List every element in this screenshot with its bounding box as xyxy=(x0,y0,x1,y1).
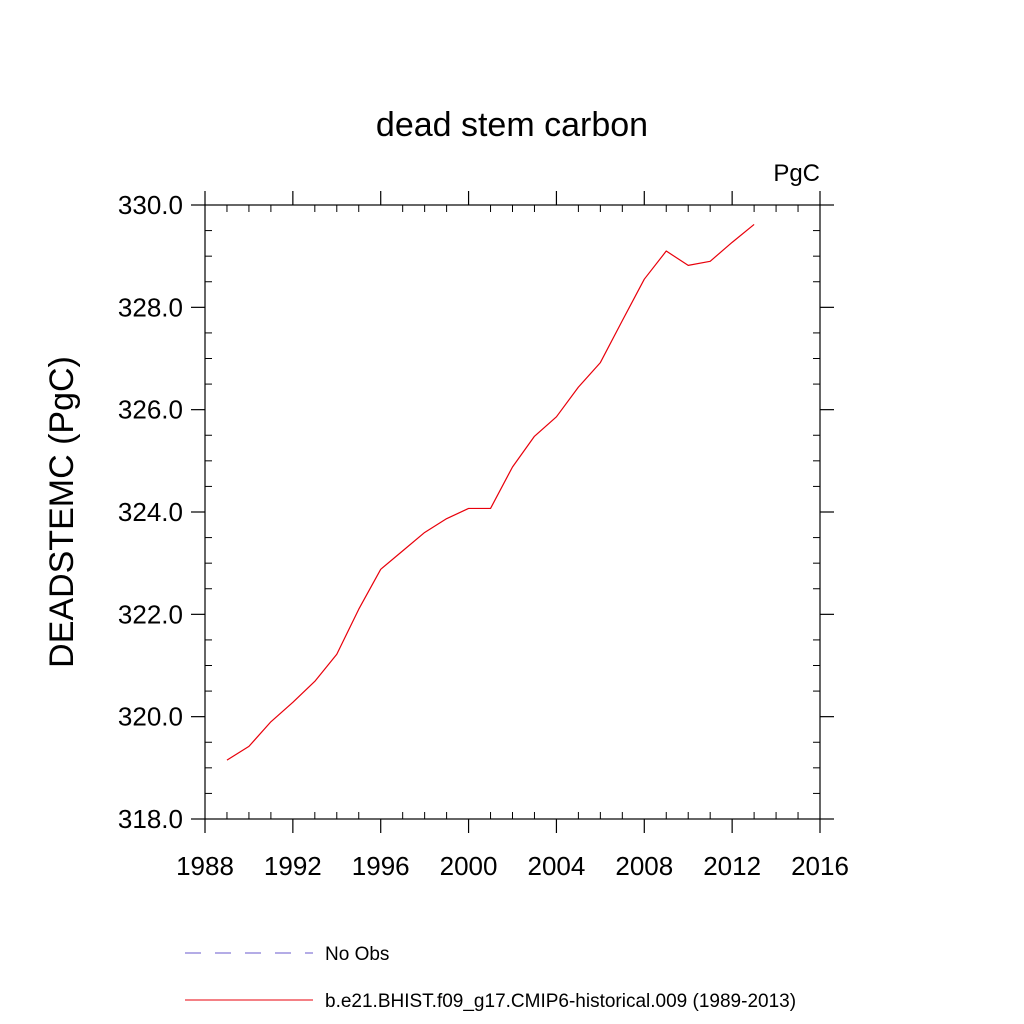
data-point xyxy=(291,701,294,704)
data-point xyxy=(423,531,426,534)
series-line xyxy=(226,223,755,761)
data-point xyxy=(643,278,646,281)
data-point xyxy=(247,745,250,748)
y-axis-label: DEADSTEMC (PgC) xyxy=(43,356,81,668)
data-point xyxy=(401,549,404,552)
data-point xyxy=(357,608,360,611)
legend-label: b.e21.BHIST.f09_g17.CMIP6-historical.009… xyxy=(325,991,796,1012)
x-tick-label: 2012 xyxy=(703,851,761,881)
legend-label: No Obs xyxy=(325,944,389,965)
y-tick-label: 328.0 xyxy=(118,292,183,322)
data-point xyxy=(511,465,514,468)
data-point xyxy=(577,386,580,389)
data-point xyxy=(379,568,382,571)
legend: No Obs b.e21.BHIST.f09_g17.CMIP6-historic… xyxy=(185,944,796,1012)
data-point xyxy=(335,653,338,656)
y-tick-label: 324.0 xyxy=(118,497,183,527)
x-tick-label: 1988 xyxy=(176,851,234,881)
data-point xyxy=(313,680,316,683)
y-tick-label: 326.0 xyxy=(118,395,183,425)
y-tick-label: 318.0 xyxy=(118,804,183,834)
data-point xyxy=(533,435,536,438)
data-point xyxy=(621,319,624,322)
chart-title: dead stem carbon xyxy=(376,106,648,144)
data-point xyxy=(731,241,734,244)
x-tick-label: 2016 xyxy=(791,851,849,881)
y-tick-label: 330.0 xyxy=(118,190,183,220)
x-tick-label: 1992 xyxy=(264,851,322,881)
y-tick-label: 320.0 xyxy=(118,702,183,732)
data-point xyxy=(665,250,668,253)
major-ticks xyxy=(191,191,834,833)
data-point xyxy=(467,507,470,510)
data-point xyxy=(599,361,602,364)
plot-area-frame xyxy=(204,204,821,820)
x-tick-label: 2008 xyxy=(615,851,673,881)
tick-labels: 1988 1992 1996 2000 2004 2008 2012 2016 318.0 320… xyxy=(118,190,849,881)
minor-ticks xyxy=(205,205,820,819)
x-tick-label: 2004 xyxy=(528,851,586,881)
data-point xyxy=(555,415,558,418)
units-label: PgC xyxy=(773,160,820,187)
data-point xyxy=(445,517,448,520)
data-point xyxy=(753,223,756,226)
series-lines xyxy=(225,223,756,762)
x-tick-label: 2000 xyxy=(440,851,498,881)
data-point xyxy=(269,720,272,723)
data-point xyxy=(489,507,492,510)
data-point xyxy=(709,260,712,263)
data-point xyxy=(225,759,228,762)
y-tick-label: 322.0 xyxy=(118,599,183,629)
x-tick-label: 1996 xyxy=(352,851,410,881)
data-point xyxy=(687,264,690,267)
